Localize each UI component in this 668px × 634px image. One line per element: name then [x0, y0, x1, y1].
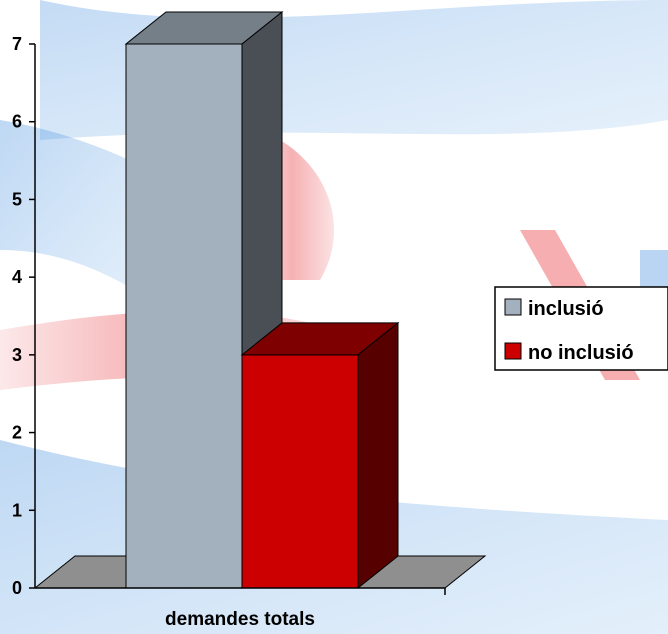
bar-side: [357, 321, 399, 590]
y-tick-label: 1: [12, 500, 22, 520]
legend-box: [494, 286, 668, 371]
legend-label-inclusio: inclusió: [528, 298, 604, 320]
bar-front: [125, 43, 243, 589]
y-ticks: 0 1 2 3 4 5 6 7: [12, 34, 35, 598]
y-tick-label: 3: [12, 345, 22, 365]
x-tick-label: demandes totals: [165, 609, 315, 630]
y-tick-label: 2: [12, 423, 22, 443]
bar-no-inclusio: [240, 321, 400, 590]
y-tick-label: 4: [12, 267, 22, 287]
y-tick-label: 7: [12, 34, 22, 54]
legend-swatch-no-inclusio: [504, 342, 522, 360]
y-tick-label: 6: [12, 112, 22, 132]
y-tick-label: 0: [12, 578, 22, 598]
y-tick-label: 5: [12, 189, 22, 209]
legend-swatch-inclusio: [504, 298, 522, 316]
legend-label-no-inclusio: no inclusió: [528, 342, 634, 364]
bars-layer: [124, 10, 400, 590]
legend: inclusió no inclusió: [494, 286, 668, 371]
bar-front: [241, 354, 359, 589]
